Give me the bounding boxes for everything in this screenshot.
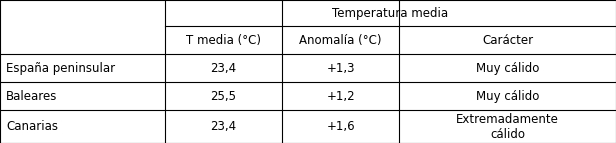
Text: Baleares: Baleares	[6, 90, 57, 103]
Text: T media (°C): T media (°C)	[186, 34, 261, 47]
Text: Canarias: Canarias	[6, 120, 58, 133]
Text: Anomalía (°C): Anomalía (°C)	[299, 34, 382, 47]
Text: +1,6: +1,6	[326, 120, 355, 133]
Text: +1,3: +1,3	[326, 62, 355, 75]
Text: +1,2: +1,2	[326, 90, 355, 103]
Text: 23,4: 23,4	[211, 62, 237, 75]
Text: Temperatura media: Temperatura media	[333, 7, 448, 20]
Text: Muy cálido: Muy cálido	[476, 62, 539, 75]
Text: España peninsular: España peninsular	[6, 62, 115, 75]
Text: Carácter: Carácter	[482, 34, 533, 47]
Text: 25,5: 25,5	[211, 90, 237, 103]
Text: Muy cálido: Muy cálido	[476, 90, 539, 103]
Text: Extremadamente
cálido: Extremadamente cálido	[456, 113, 559, 141]
Text: 23,4: 23,4	[211, 120, 237, 133]
